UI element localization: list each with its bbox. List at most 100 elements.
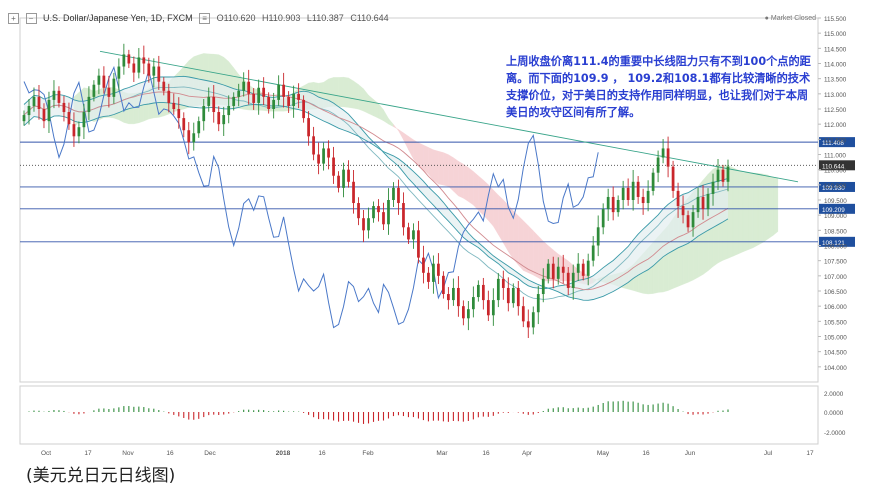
candle: [636, 181, 640, 197]
candle: [611, 196, 615, 213]
candle: [172, 102, 176, 109]
y-tick-label: 114.000: [824, 62, 847, 69]
cloud-segment: [503, 199, 509, 253]
x-tick-label: 16: [642, 450, 650, 457]
candle: [631, 181, 635, 200]
candle: [541, 278, 545, 295]
collapse-icon[interactable]: −: [25, 13, 37, 25]
candle: [491, 300, 495, 316]
candle: [67, 112, 71, 125]
macd-histogram: [28, 400, 729, 424]
cloud-segment: [383, 109, 389, 125]
y-tick-label: 108.500: [824, 228, 847, 235]
cloud-segment: [448, 154, 454, 192]
candles: [22, 43, 730, 339]
y-tick-label: 113.500: [824, 77, 847, 84]
candle: [52, 90, 56, 100]
candle: [32, 96, 36, 106]
candle: [372, 206, 375, 219]
cloud-segment: [772, 177, 779, 236]
candle: [616, 200, 620, 213]
candle: [452, 287, 455, 301]
candle: [162, 81, 166, 91]
x-tick-label: Oct: [41, 450, 51, 457]
y-tick-label: 107.000: [824, 274, 847, 281]
cloud-segment: [518, 215, 524, 271]
x-tick-label: Jul: [764, 450, 773, 457]
candle: [427, 272, 430, 282]
candle: [87, 96, 91, 113]
level-tag-label: 109.209: [822, 207, 845, 214]
candle: [666, 148, 670, 167]
trendline: [99, 50, 799, 183]
candle: [437, 263, 440, 276]
candle: [462, 306, 465, 319]
settings-icon[interactable]: ≡: [199, 13, 211, 25]
ma-line: [23, 102, 729, 301]
candle: [277, 84, 281, 100]
cloud-segment: [523, 220, 529, 274]
candle: [352, 181, 355, 204]
candle: [267, 96, 271, 109]
candle: [287, 96, 290, 106]
macd-tick-label: 0.0000: [824, 410, 844, 417]
symbol-title: U.S. Dollar/Japanese Yen, 1D, FXCM: [43, 13, 193, 23]
candle: [137, 57, 141, 73]
cloud-segment: [473, 171, 479, 211]
cloud-segment: [762, 173, 769, 243]
candle: [686, 215, 690, 228]
candle: [117, 66, 121, 79]
candle: [496, 278, 500, 301]
candle: [402, 203, 405, 228]
candle: [531, 312, 535, 328]
y-tick-label: 112.500: [824, 107, 847, 114]
candle: [561, 266, 565, 273]
candle: [62, 102, 66, 113]
candle: [566, 272, 570, 288]
ma-line: [23, 86, 729, 300]
lagging-line: [23, 65, 599, 329]
cloud-segment: [747, 172, 754, 251]
y-tick-label: 115.500: [824, 16, 847, 23]
candle: [706, 193, 710, 210]
candle: [207, 96, 211, 106]
candle: [247, 81, 251, 94]
low-value: L110.387: [306, 13, 344, 23]
y-tick-label: 107.500: [824, 259, 847, 266]
cloud-segment: [358, 84, 364, 112]
candle: [412, 230, 415, 240]
candle: [82, 112, 86, 128]
candle: [471, 297, 475, 310]
candle: [466, 309, 470, 319]
candle: [92, 84, 96, 97]
cloud-segment: [433, 149, 439, 185]
candle: [417, 230, 420, 258]
candle: [691, 212, 695, 228]
candle: [167, 90, 171, 103]
candle: [651, 172, 655, 191]
expand-icon[interactable]: +: [8, 13, 19, 25]
candle: [726, 166, 730, 182]
candle: [22, 115, 26, 122]
high-value: H110.903: [262, 13, 301, 23]
candle: [392, 187, 395, 200]
candle: [97, 75, 101, 85]
candle: [262, 87, 266, 97]
candle: [182, 118, 186, 131]
candle: [536, 294, 540, 313]
cloud-segment: [767, 174, 774, 240]
candle: [457, 287, 460, 307]
candle: [222, 115, 226, 125]
candle: [656, 157, 660, 173]
macd-tick-label: -2.0000: [824, 430, 846, 437]
candle: [77, 127, 81, 137]
candle: [621, 187, 625, 200]
candle: [217, 112, 221, 125]
candle: [47, 99, 51, 122]
market-status: ● Market Closed: [764, 15, 816, 22]
candle: [606, 196, 610, 210]
candle: [641, 196, 645, 204]
candle: [601, 209, 605, 228]
y-tick-label: 112.000: [824, 122, 847, 129]
candle: [242, 81, 246, 91]
